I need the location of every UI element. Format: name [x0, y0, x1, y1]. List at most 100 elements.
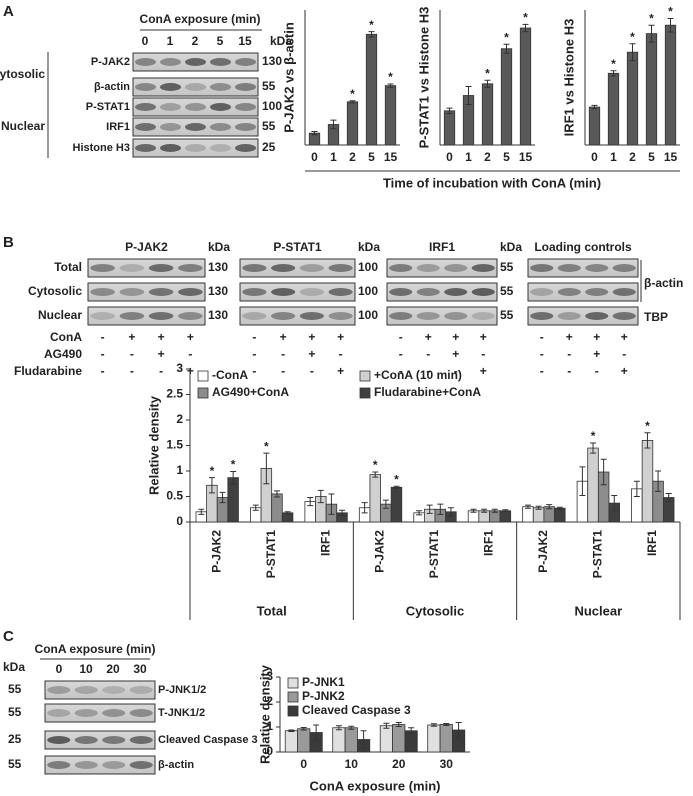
legend-label: +ConA (10 min) — [374, 368, 462, 382]
blot-strip — [44, 680, 156, 700]
x-tick-label: P-STAT1 — [264, 530, 278, 579]
error-bar — [522, 23, 529, 33]
bar — [587, 447, 599, 523]
bar — [379, 725, 393, 753]
error-bar — [648, 24, 655, 43]
treatment-sign: - — [426, 364, 430, 378]
x-tick-label: 15 — [519, 150, 533, 164]
error-bar — [556, 506, 563, 510]
x-tick-label: 0 — [300, 757, 307, 771]
blot-band — [119, 312, 145, 320]
blot-band — [148, 288, 174, 296]
error-bar — [395, 722, 402, 727]
blot-title: ConA exposure (min) — [140, 12, 261, 26]
bar — [532, 507, 545, 523]
treatment-sign: - — [399, 364, 403, 378]
lane-label: 20 — [106, 662, 120, 676]
row-label: Histone H3 — [73, 142, 130, 154]
y-axis-label: IRF1 vs Histone H3 — [561, 19, 576, 137]
blot-band — [135, 144, 156, 152]
treatment-sign: - — [595, 364, 599, 378]
treatment-sign: + — [308, 330, 315, 344]
legend-swatch — [287, 677, 299, 689]
error-bar — [330, 119, 337, 130]
y-axis-label: Relative density — [257, 664, 272, 764]
treatment-sign: + — [280, 330, 287, 344]
panel-letter: A — [3, 3, 14, 20]
treatment-sign: + — [621, 364, 628, 378]
blot-band — [102, 736, 126, 744]
x-axis-label: Time of incubation with ConA (min) — [383, 175, 601, 190]
blot-band — [102, 761, 126, 769]
blot-title: P-JAK2 — [125, 240, 168, 254]
blot-band — [185, 83, 206, 91]
blot-strip — [386, 306, 498, 326]
blot-band — [148, 312, 174, 320]
error-bar — [484, 79, 491, 88]
lane-label: 10 — [79, 662, 93, 676]
error-bar — [546, 504, 553, 510]
error-bar — [481, 508, 488, 513]
significance-marker: * — [523, 11, 528, 25]
error-bar — [288, 729, 295, 732]
treatment-sign: - — [540, 330, 544, 344]
x-tick-label: 0 — [446, 150, 453, 164]
y-tick-label: 1 — [266, 719, 273, 733]
treatment-sign: - — [540, 364, 544, 378]
significance-marker: * — [504, 30, 509, 44]
error-bar — [446, 107, 453, 114]
x-tick-label: 5 — [648, 150, 655, 164]
blot-band — [74, 736, 98, 744]
treatment-sign: - — [252, 347, 256, 361]
blot-band — [557, 312, 581, 320]
blot-band — [444, 312, 468, 320]
row-label: T-JNK1/2 — [158, 707, 205, 719]
blot-band — [416, 264, 440, 272]
kda-value: 100 — [262, 99, 282, 113]
fraction-label: Nuclear — [38, 308, 82, 322]
error-bar — [465, 86, 472, 105]
x-tick-label: P-JAK2 — [209, 530, 223, 573]
blot-band — [90, 288, 115, 296]
error-bar — [644, 432, 651, 449]
blot-title: IRF1 — [429, 240, 455, 254]
error-bar — [503, 43, 510, 54]
y-tick-label: 1 — [176, 463, 183, 477]
treatment-sign: - — [101, 347, 105, 361]
y-axis-label: Relative density — [146, 395, 161, 495]
blot-band — [389, 312, 413, 320]
y-tick-label: 0.5 — [166, 489, 183, 503]
error-bar — [665, 492, 672, 503]
blot-band — [119, 264, 145, 272]
x-tick-label: 30 — [440, 757, 454, 771]
treatment-sign: - — [567, 347, 571, 361]
blot-band — [185, 123, 206, 131]
x-tick-label: IRF1 — [318, 530, 332, 556]
blot-band — [119, 288, 145, 296]
kda-value: 100 — [358, 260, 378, 274]
blot-band — [612, 288, 636, 296]
x-tick-label: 2 — [484, 150, 491, 164]
blot-band — [185, 144, 206, 152]
significance-marker: * — [394, 472, 399, 486]
blot-band — [612, 312, 636, 320]
blot-band — [416, 288, 440, 296]
bar — [344, 727, 358, 753]
error-bar — [579, 466, 586, 496]
bar — [607, 72, 620, 146]
kda-value: 25 — [8, 732, 22, 746]
blot-band — [135, 123, 156, 131]
error-bar — [335, 725, 342, 731]
blot-band — [74, 761, 98, 769]
blot-title: Loading controls — [534, 240, 632, 254]
bar — [284, 730, 298, 753]
treatment-sign: + — [480, 330, 487, 344]
error-bar — [416, 510, 423, 516]
blot-band — [90, 312, 115, 320]
significance-marker: * — [388, 70, 393, 84]
blot-band — [129, 761, 153, 769]
blot-strip — [239, 258, 356, 278]
treatment-sign: + — [187, 330, 194, 344]
x-tick-label: 5 — [368, 150, 375, 164]
bar — [641, 439, 654, 523]
